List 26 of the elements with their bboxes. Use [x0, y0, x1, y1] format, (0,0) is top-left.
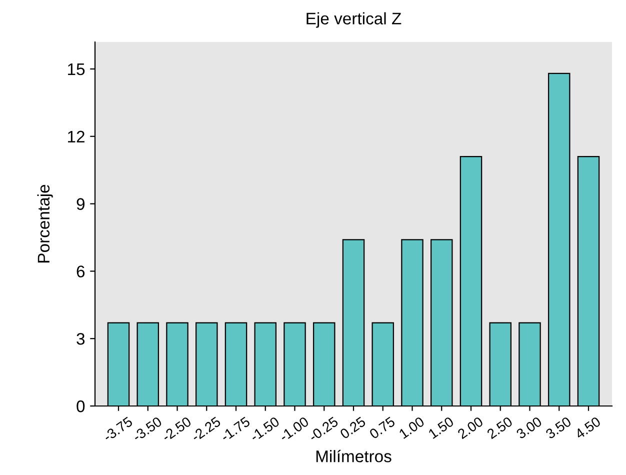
- x-tick-label: 1.00: [398, 416, 426, 439]
- x-tick-label: -3.75: [102, 416, 134, 442]
- x-tick-label: -1.00: [278, 416, 310, 442]
- x-tick-label: -2.50: [161, 416, 192, 442]
- x-tick-label: 0.75: [368, 416, 396, 440]
- y-tick-label: 6: [76, 266, 85, 278]
- x-tick-label: -2.25: [190, 416, 222, 442]
- y-tick-label: 9: [76, 198, 84, 210]
- x-tick-label: 1.50: [428, 416, 454, 439]
- x-axis-title: Milímetros: [316, 450, 392, 462]
- x-tick-label: -1.75: [220, 416, 251, 442]
- y-axis-title: Porcentaje: [37, 184, 53, 262]
- x-tick-label: 2.00: [457, 416, 484, 440]
- x-tick-label: 2.50: [486, 416, 514, 440]
- x-tick-label: -3.50: [132, 416, 163, 442]
- x-tick-label: 4.50: [574, 416, 602, 440]
- x-tick-label: 3.50: [544, 416, 572, 440]
- x-tick-label: -0.25: [308, 416, 339, 442]
- y-tick-label: 15: [68, 64, 85, 76]
- y-tick-label: 12: [68, 130, 84, 142]
- x-tick-label: 3.00: [516, 416, 543, 440]
- x-tick-label: 0.25: [339, 416, 366, 440]
- x-tick-label: -1.50: [249, 416, 280, 442]
- chart-title: Eje vertical Z: [306, 12, 402, 28]
- y-tick-label: 0: [76, 400, 85, 412]
- y-tick-label: 3: [76, 332, 85, 345]
